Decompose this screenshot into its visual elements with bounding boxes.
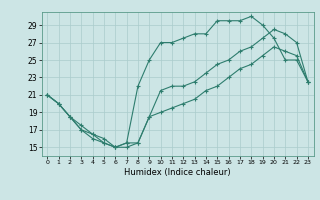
X-axis label: Humidex (Indice chaleur): Humidex (Indice chaleur): [124, 168, 231, 177]
